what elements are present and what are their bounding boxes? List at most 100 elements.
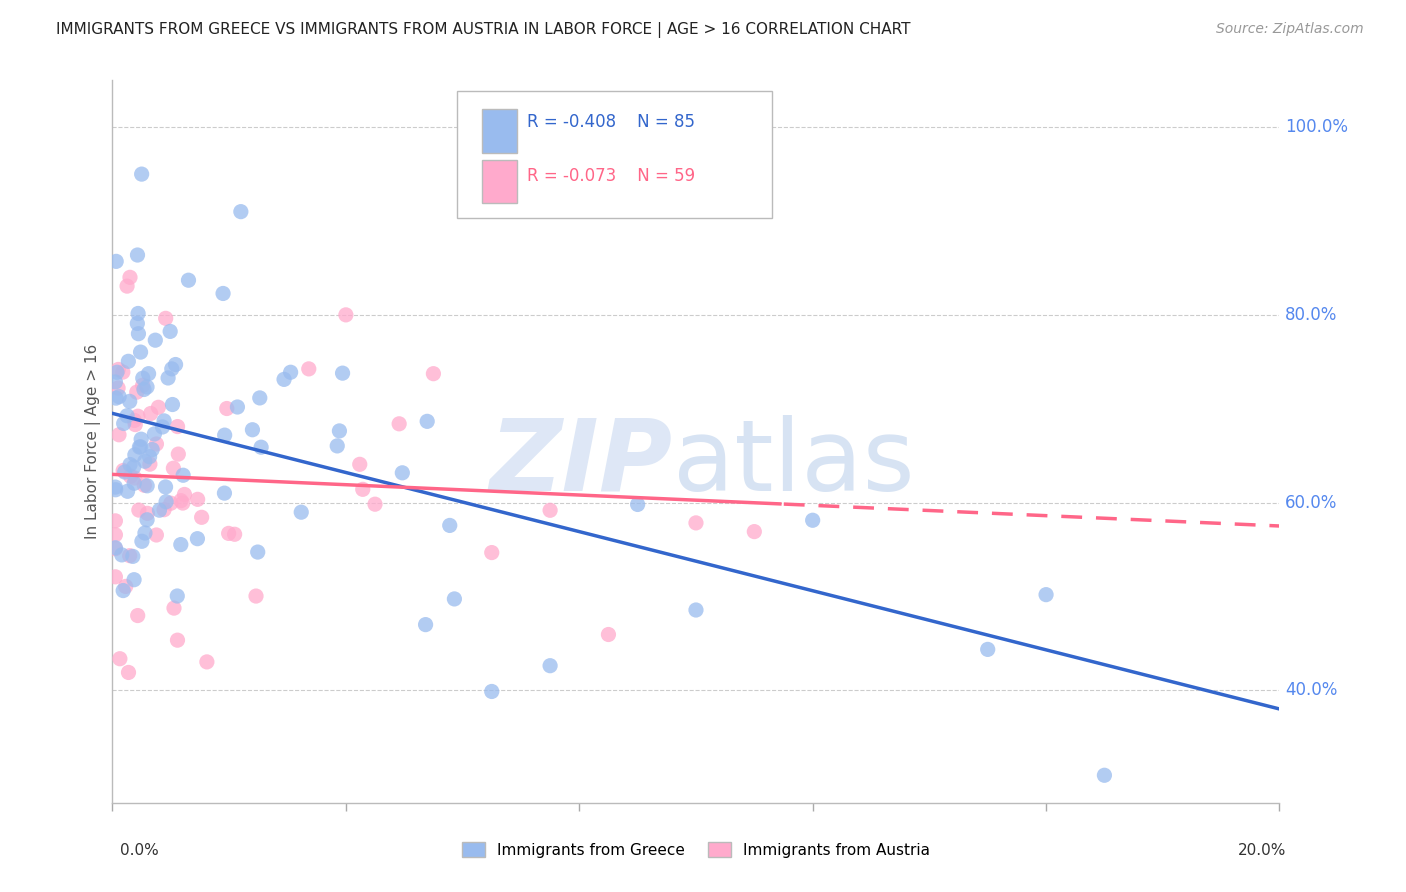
Point [159,325,181,339]
Point [143,333,166,347]
Point [131,534,153,549]
Point [349,458,371,472]
Point [128,503,150,517]
Point [166,633,188,648]
Text: ZIP: ZIP [489,415,672,512]
Point [163,601,186,615]
Point [166,419,188,434]
Text: 80.0%: 80.0% [1285,306,1337,324]
Point [145,437,167,451]
Point [124,413,146,427]
Point [143,427,166,442]
Point [218,526,240,541]
Point [598,627,620,641]
Point [122,460,145,475]
Point [120,469,142,483]
Point [118,270,141,285]
Point [153,414,176,428]
Point [136,479,159,493]
Point [976,642,998,657]
Point [335,308,357,322]
Point [226,400,249,414]
Legend: Immigrants from Greece, Immigrants from Austria: Immigrants from Greece, Immigrants from … [456,836,936,863]
Point [111,365,134,379]
Point [190,510,212,524]
Text: IMMIGRANTS FROM GREECE VS IMMIGRANTS FROM AUSTRIA IN LABOR FORCE | AGE > 16 CORR: IMMIGRANTS FROM GREECE VS IMMIGRANTS FRO… [56,22,911,38]
Point [186,532,208,546]
Point [127,306,149,320]
Point [134,478,156,492]
FancyBboxPatch shape [482,160,517,203]
Point [128,440,150,454]
Point [127,326,149,341]
Point [224,527,246,541]
Point [250,440,273,454]
Point [129,432,152,446]
Point [212,286,235,301]
Text: 60.0%: 60.0% [1285,493,1337,511]
Point [685,603,707,617]
Point [352,483,374,497]
Point [152,420,174,434]
Point [104,391,127,405]
Point [111,548,134,562]
Point [114,465,136,479]
Point [742,524,765,539]
Point [104,570,127,584]
Point [388,417,411,431]
Point [685,516,707,530]
Point [214,428,236,442]
Point [162,461,184,475]
Text: Source: ZipAtlas.com: Source: ZipAtlas.com [1216,22,1364,37]
Text: atlas: atlas [672,415,914,512]
Point [125,385,148,400]
Point [115,409,138,423]
Point [166,589,188,603]
Point [160,362,183,376]
Point [138,450,160,464]
Point [148,401,170,415]
Point [280,365,302,379]
Point [273,372,295,386]
Point [172,496,194,510]
Point [481,684,503,698]
Point [118,394,141,409]
Text: 20.0%: 20.0% [1239,843,1286,858]
Point [136,380,159,394]
Point [138,367,160,381]
Point [538,503,561,517]
Point [177,273,200,287]
Point [627,498,650,512]
Text: R = -0.073    N = 59: R = -0.073 N = 59 [527,168,695,186]
Point [332,366,354,380]
Text: 100.0%: 100.0% [1285,119,1348,136]
Text: R = -0.408    N = 85: R = -0.408 N = 85 [527,113,695,131]
Point [155,480,177,494]
Point [214,486,236,500]
Point [127,248,149,262]
Point [153,502,176,516]
Point [107,381,129,395]
Point [157,371,180,385]
Point [443,591,465,606]
Point [117,484,139,499]
Point [117,665,139,680]
Point [104,541,127,556]
Point [124,417,146,432]
Point [1035,588,1057,602]
Point [415,617,437,632]
Point [170,493,193,508]
Point [326,439,349,453]
Point [114,579,136,593]
Point [801,513,824,527]
Point [249,391,271,405]
Point [112,417,135,431]
Point [538,658,561,673]
Point [162,397,184,411]
Point [195,655,218,669]
Point [108,390,131,404]
Point [104,375,127,389]
Point [136,506,159,520]
Point [298,362,321,376]
Point [127,317,149,331]
